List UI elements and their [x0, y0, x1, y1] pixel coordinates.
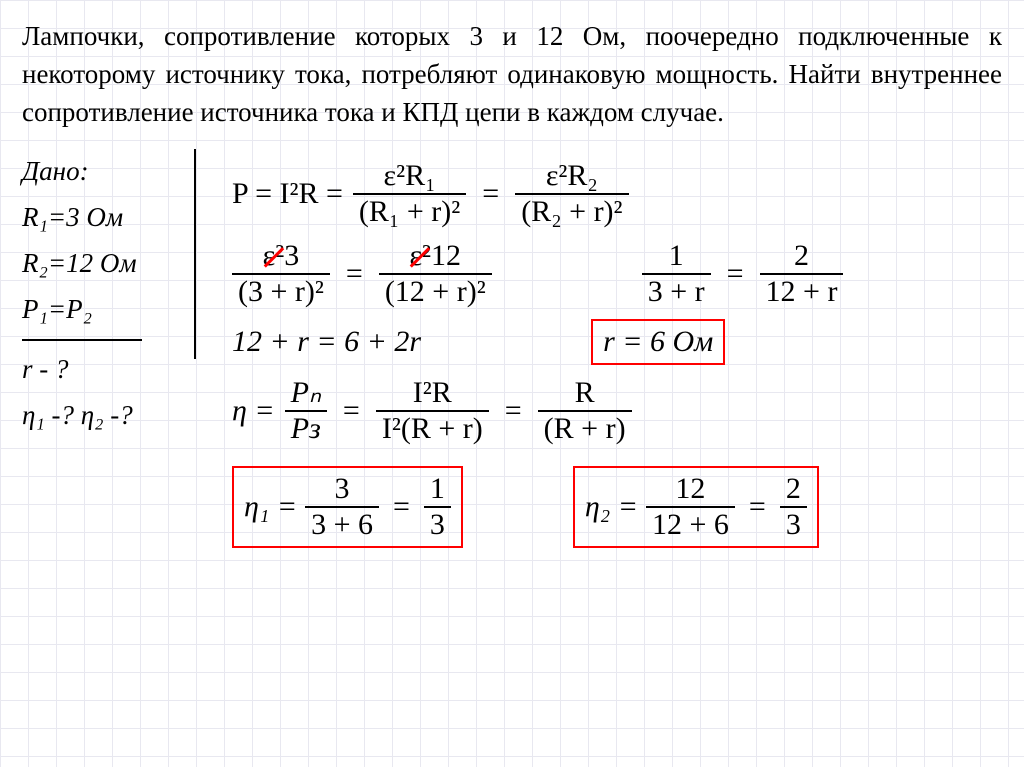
eq-power: P = I²R = ε²R₁ (R₁ + r)² = ε²R₂ (R₂ + r)… — [232, 159, 1002, 229]
page-content: Лампочки, сопротивление которых 3 и 12 О… — [0, 0, 1024, 576]
given-p12: P₁=P₂ — [22, 287, 192, 333]
result-r: r = 6 Ом — [591, 319, 725, 365]
sub-left-group: ε²3 (3 + r)² = ε²12 (12 + r)² — [232, 239, 492, 309]
eq-solve-r: 12 + r = 6 + 2r r = 6 Ом — [232, 319, 1002, 365]
given-r-q: r - ? — [22, 347, 192, 393]
main-row: Дано: R₁=3 Ом R₂=12 Ом P₁=P₂ r - ? η₁ -?… — [22, 149, 1002, 558]
result-eta2: η₂ = 12 12 + 6 = 2 3 — [573, 466, 819, 548]
solution-block: P = I²R = ε²R₁ (R₁ + r)² = ε²R₂ (R₂ + r)… — [192, 149, 1002, 558]
result-eta1: η₁ = 3 3 + 6 = 1 3 — [232, 466, 463, 548]
eq-eta-def: η = Pₙ Pз = I²R I²(R + r) = R (R + r) — [232, 375, 1002, 446]
eq-P-left: P = I²R = — [232, 177, 343, 211]
given-eta-q: η₁ -? η₂ -? — [22, 393, 192, 439]
eq-eta-results: η₁ = 3 3 + 6 = 1 3 η₂ = 12 12 + 6 — [232, 466, 1002, 548]
eq-substituted: ε²3 (3 + r)² = ε²12 (12 + r)² 1 3 + r = — [232, 239, 1002, 309]
given-block: Дано: R₁=3 Ом R₂=12 Ом P₁=P₂ r - ? η₁ -?… — [22, 149, 192, 438]
given-r2: R₂=12 Ом — [22, 241, 192, 287]
frac-e2r1: ε²R₁ (R₁ + r)² — [353, 159, 466, 229]
given-title: Дано: — [22, 149, 192, 195]
given-r1: R₁=3 Ом — [22, 195, 192, 241]
frac-e2r2: ε²R₂ (R₂ + r)² — [515, 159, 628, 229]
eq-linear: 12 + r = 6 + 2r — [232, 325, 421, 359]
simplified-group: 1 3 + r = 2 12 + r — [642, 239, 844, 309]
problem-statement: Лампочки, сопротивление которых 3 и 12 О… — [22, 18, 1002, 131]
